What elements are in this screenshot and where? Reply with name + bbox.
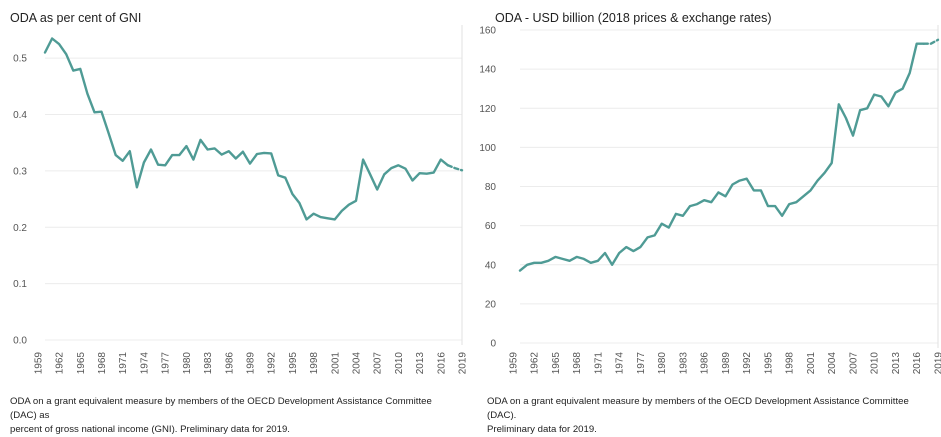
x-tick-label: 1980 <box>657 352 668 375</box>
x-tick-label: 1965 <box>76 352 87 375</box>
series-line <box>45 39 448 220</box>
x-tick-label: 1968 <box>97 352 108 375</box>
y-tick-label: 0.1 <box>13 279 27 290</box>
y-tick-label: 160 <box>479 26 496 37</box>
y-tick-label: 0 <box>490 339 496 350</box>
x-tick-label: 2007 <box>848 352 859 375</box>
y-tick-label: 0.3 <box>13 166 27 177</box>
y-tick-label: 20 <box>485 299 497 310</box>
x-tick-label: 1968 <box>572 352 583 375</box>
x-tick-label: 1986 <box>700 352 711 375</box>
x-tick-label: 1998 <box>785 352 796 375</box>
x-tick-label: 2016 <box>912 352 923 375</box>
x-tick-label: 1983 <box>678 352 689 375</box>
x-tick-label: 1962 <box>55 352 66 375</box>
note-line: percent of gross national income (GNI). … <box>10 423 460 437</box>
x-tick-label: 2010 <box>394 352 405 375</box>
x-tick-label: 1989 <box>721 352 732 375</box>
x-tick-label: 2019 <box>458 352 469 375</box>
x-tick-label: 1974 <box>615 352 626 375</box>
series-line-preliminary <box>448 165 462 170</box>
x-tick-label: 1977 <box>636 352 647 375</box>
chart-note: ODA on a grant equivalent measure by mem… <box>487 395 937 437</box>
x-tick-label: 2016 <box>436 352 447 375</box>
line-chart-oda-gni: 0.0 0.1 0.2 0.3 0.4 0.5 1959 1962 1965 1968 1971 19… <box>0 0 470 390</box>
chart-panel-oda-usd: ODA - USD billion (2018 prices & exchang… <box>470 0 941 427</box>
x-tick-label: 1977 <box>161 352 172 375</box>
x-tick-label: 1995 <box>763 352 774 375</box>
y-tick-label: 0.2 <box>13 223 27 234</box>
x-tick-label: 1983 <box>203 352 214 375</box>
x-tick-label: 1959 <box>508 352 519 375</box>
y-tick-label: 100 <box>479 143 496 154</box>
x-tick-label: 2019 <box>934 352 941 375</box>
x-tick-label: 1974 <box>139 352 150 375</box>
x-tick-label: 1995 <box>288 352 299 375</box>
x-tick-label: 1971 <box>118 352 129 375</box>
y-tick-label: 0.5 <box>13 54 27 65</box>
x-tick-label: 2004 <box>827 352 838 375</box>
x-tick-label: 1986 <box>224 352 235 375</box>
x-tick-label: 1962 <box>530 352 541 375</box>
y-tick-label: 80 <box>485 182 497 193</box>
x-tick-label: 2004 <box>351 352 362 375</box>
x-tick-label: 1959 <box>33 352 44 375</box>
x-tick-label: 2013 <box>415 352 426 375</box>
x-tick-label: 1989 <box>245 352 256 375</box>
note-line: ODA on a grant equivalent measure by mem… <box>487 395 937 423</box>
y-tick-label: 120 <box>479 104 496 115</box>
note-line: Preliminary data for 2019. <box>487 423 937 437</box>
x-tick-label: 1971 <box>593 352 604 375</box>
x-tick-label: 2013 <box>891 352 902 375</box>
x-tick-label: 2001 <box>806 352 817 375</box>
y-tick-label: 0.0 <box>13 336 27 347</box>
y-tick-label: 60 <box>485 221 497 232</box>
x-tick-label: 1980 <box>182 352 193 375</box>
y-tick-label: 40 <box>485 260 497 271</box>
x-tick-label: 2010 <box>870 352 881 375</box>
x-tick-label: 2007 <box>373 352 384 375</box>
x-tick-label: 1992 <box>267 352 278 375</box>
x-tick-label: 1992 <box>742 352 753 375</box>
x-tick-label: 2001 <box>330 352 341 375</box>
x-tick-label: 1998 <box>309 352 320 375</box>
line-chart-oda-usd: 0 20 40 60 80 100 120 140 160 1959 1962 1965 1968 197… <box>470 0 941 390</box>
series-line <box>520 44 924 271</box>
chart-note: ODA on a grant equivalent measure by mem… <box>10 395 460 437</box>
y-tick-label: 140 <box>479 65 496 76</box>
note-line: ODA on a grant equivalent measure by mem… <box>10 395 460 423</box>
x-tick-label: 1965 <box>551 352 562 375</box>
series-line-preliminary <box>924 40 938 44</box>
y-tick-label: 0.4 <box>13 110 27 121</box>
